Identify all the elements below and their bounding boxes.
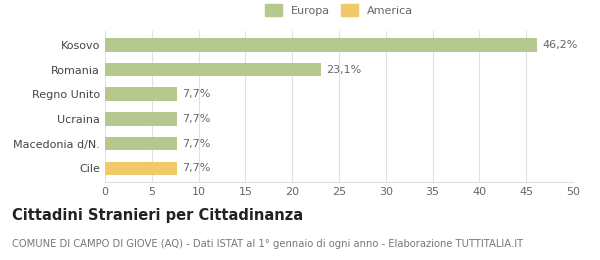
Text: 46,2%: 46,2% <box>542 40 577 50</box>
Text: 23,1%: 23,1% <box>326 64 361 75</box>
Bar <box>105 161 177 175</box>
Text: 7,7%: 7,7% <box>182 139 210 149</box>
Text: Cittadini Stranieri per Cittadinanza: Cittadini Stranieri per Cittadinanza <box>12 208 303 223</box>
Bar <box>105 87 177 101</box>
Text: 7,7%: 7,7% <box>182 114 210 124</box>
Text: COMUNE DI CAMPO DI GIOVE (AQ) - Dati ISTAT al 1° gennaio di ogni anno - Elaboraz: COMUNE DI CAMPO DI GIOVE (AQ) - Dati IST… <box>12 239 523 249</box>
Text: 7,7%: 7,7% <box>182 163 210 173</box>
Text: 7,7%: 7,7% <box>182 89 210 99</box>
Bar <box>105 137 177 151</box>
Bar <box>105 63 321 76</box>
Bar <box>105 38 538 52</box>
Legend: Europa, America: Europa, America <box>263 2 415 18</box>
Bar <box>105 112 177 126</box>
